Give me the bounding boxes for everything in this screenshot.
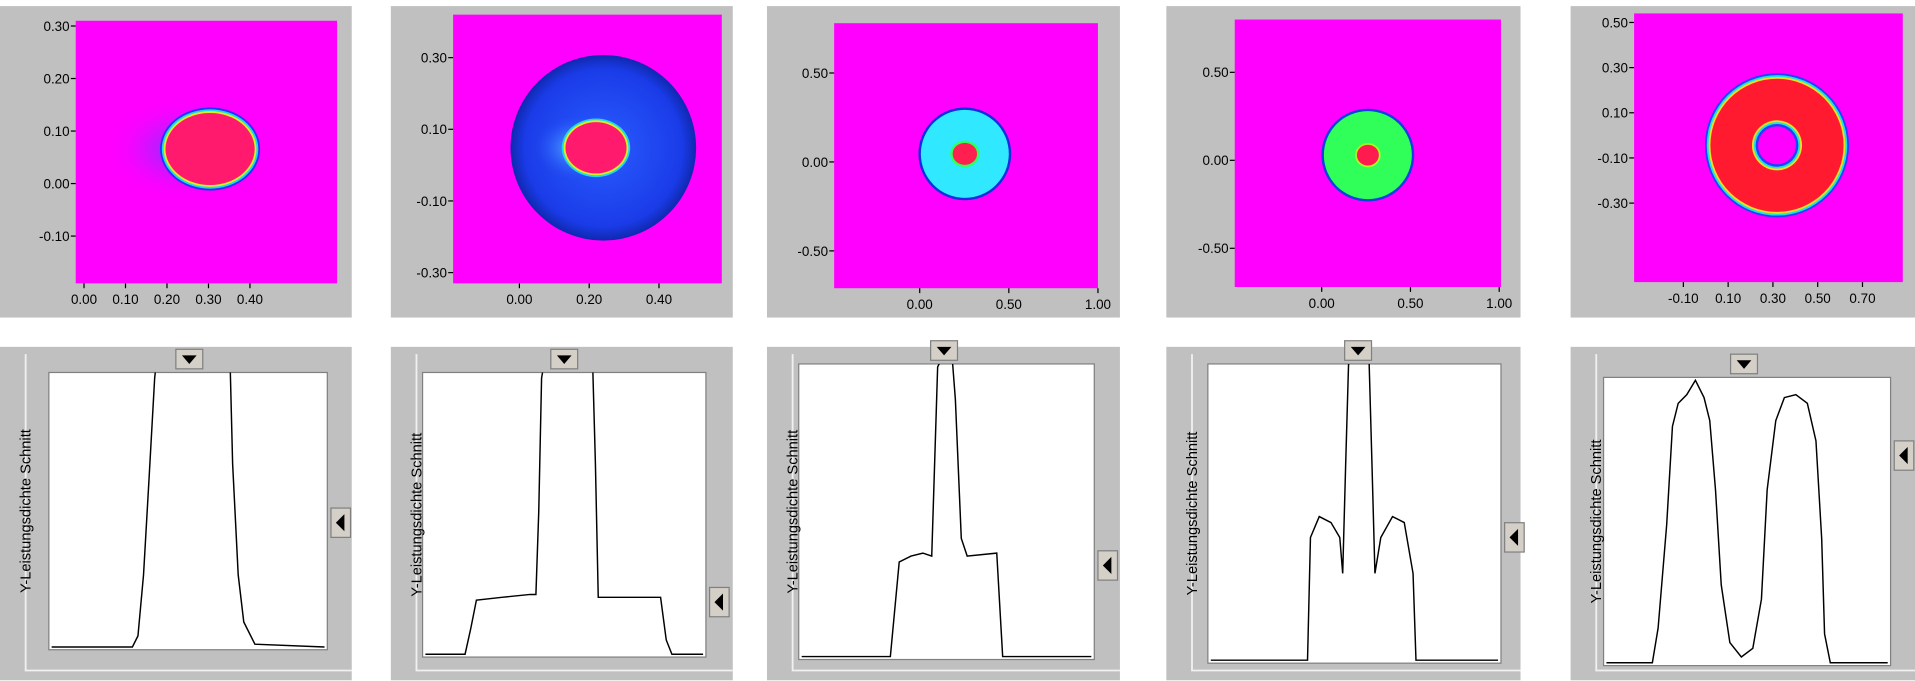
x-tick-label: 0.10 — [1715, 291, 1741, 306]
y-axis-label: Y-Leistungsdichte Schnitt — [1589, 440, 1605, 604]
x-tick-label: 0.50 — [1397, 296, 1423, 311]
y-tick-label: -0.10 — [416, 194, 447, 209]
y-tick-label: 0.30 — [421, 51, 447, 66]
y-axis-label: Y-Leistungsdichte Schnitt — [409, 433, 425, 597]
y-axis-label: Y-Leistungsdichte Schnitt — [786, 430, 802, 594]
x-tick-label: 0.20 — [154, 292, 180, 307]
y-tick-label: 0.00 — [43, 176, 69, 191]
y-tick-label: -0.50 — [1198, 241, 1229, 256]
y-tick-label: 0.50 — [1203, 65, 1229, 80]
heatmap-region — [1758, 126, 1796, 164]
y-axis-label: Y-Leistungsdichte Schnitt — [1185, 432, 1201, 596]
y-tick-label: -0.10 — [39, 229, 70, 244]
x-tick-label: 0.00 — [1309, 296, 1335, 311]
y-tick-label: 0.10 — [1602, 106, 1628, 121]
y-tick-label: 0.10 — [43, 124, 69, 139]
x-tick-label: 0.10 — [112, 292, 138, 307]
y-tick-label: -0.10 — [1597, 151, 1628, 166]
x-tick-label: 0.40 — [646, 292, 672, 307]
y-tick-label: 0.00 — [802, 155, 828, 170]
y-axis-label: Y-Leistungsdichte Schnitt — [19, 429, 35, 593]
y-tick-label: 0.20 — [43, 71, 69, 86]
heatmap-region — [953, 143, 977, 165]
y-tick-label: -0.50 — [797, 244, 828, 259]
y-tick-label: 0.00 — [1203, 153, 1229, 168]
y-tick-label: 0.30 — [43, 19, 69, 34]
plot-area — [1604, 377, 1891, 665]
y-tick-label: 0.10 — [421, 122, 447, 137]
heatmap-image — [107, 98, 260, 201]
x-tick-label: 0.00 — [907, 297, 933, 312]
heatmap-region — [165, 113, 254, 185]
x-tick-label: 0.20 — [576, 292, 602, 307]
plot-area — [1208, 364, 1501, 663]
heatmap-region — [1357, 145, 1379, 166]
heatmap-image — [918, 107, 1011, 200]
y-tick-label: 0.30 — [1602, 61, 1628, 76]
heatmap-region — [565, 122, 626, 173]
y-tick-label: 0.50 — [1602, 15, 1628, 30]
x-tick-label: 0.30 — [195, 292, 221, 307]
x-tick-label: 1.00 — [1486, 296, 1512, 311]
page: {"chart_data": [ {"type": "heatmap", "xl… — [0, 0, 1915, 681]
x-tick-label: 0.30 — [1760, 291, 1786, 306]
x-tick-label: 0.00 — [506, 292, 532, 307]
x-tick-label: 0.50 — [1805, 291, 1831, 306]
heatmap-image — [1321, 109, 1414, 202]
x-tick-label: -0.10 — [1668, 291, 1699, 306]
heatmap-image — [1705, 73, 1849, 217]
x-tick-label: 0.70 — [1849, 291, 1875, 306]
y-tick-label: -0.30 — [1597, 196, 1628, 211]
heatmap-image — [511, 55, 697, 241]
x-tick-label: 0.00 — [71, 292, 97, 307]
plot-area — [799, 364, 1095, 660]
x-tick-label: 0.50 — [996, 297, 1022, 312]
x-tick-label: 1.00 — [1085, 297, 1111, 312]
y-tick-label: 0.50 — [802, 66, 828, 81]
plot-area — [49, 372, 327, 649]
screenshot: 0.00 0.10 0.20 0.30 0.40 -0.10 0.00 0.10 0.20 0.3… — [0, 0, 1915, 681]
y-tick-label: -0.30 — [416, 265, 447, 280]
x-tick-label: 0.40 — [237, 292, 263, 307]
